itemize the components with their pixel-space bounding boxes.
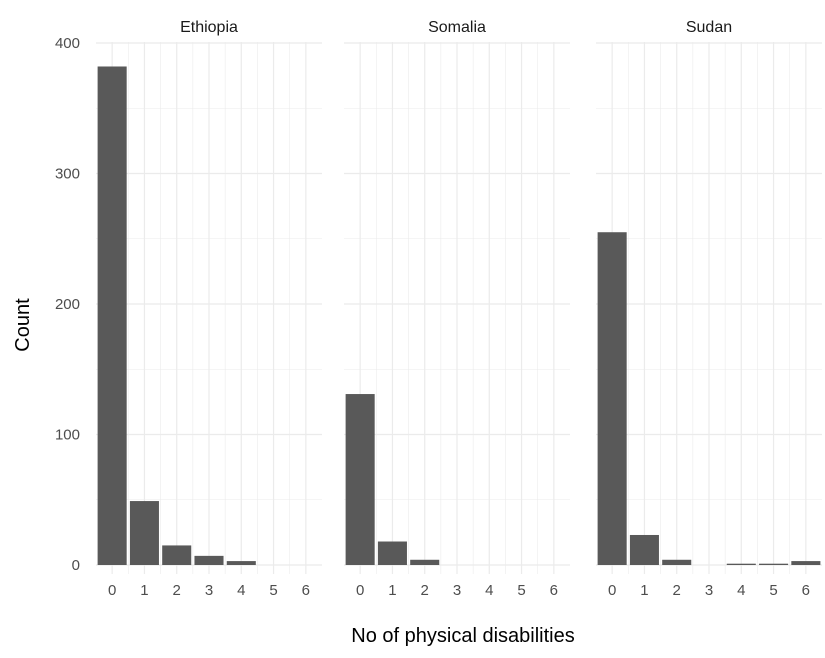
bar-sudan-1 <box>629 534 659 565</box>
bar-ethiopia-0 <box>97 66 127 566</box>
x-tick-label: 1 <box>388 582 396 599</box>
y-tick-label: 400 <box>55 35 80 52</box>
facet-panel-ethiopia: 0 1 2 3 4 5 6 Ethiopia <box>96 19 322 599</box>
bar-ethiopia-4 <box>226 561 256 565</box>
bar-sudan-4 <box>726 563 756 565</box>
x-tick-label: 3 <box>705 582 713 599</box>
x-tick-label: 2 <box>421 582 429 599</box>
y-tick-label: 100 <box>55 427 80 444</box>
bar-somalia-1 <box>377 541 407 565</box>
facet-panels: 0 1 2 3 4 5 6 Ethiopia 0 1 2 3 4 5 6 Somalia 0 1 2 3 4 5 6 Suda… <box>96 19 822 599</box>
bar-sudan-6 <box>791 561 821 565</box>
x-tick-label: 6 <box>802 582 810 599</box>
x-tick-label: 1 <box>640 582 648 599</box>
x-tick-label: 6 <box>302 582 310 599</box>
x-axis-title: No of physical disabilities <box>351 625 574 647</box>
x-tick-label: 2 <box>673 582 681 599</box>
facet-title: Ethiopia <box>180 19 238 36</box>
y-tick-label: 200 <box>55 296 80 313</box>
x-tick-label: 3 <box>453 582 461 599</box>
facet-panel-sudan: 0 1 2 3 4 5 6 Sudan <box>596 19 822 599</box>
x-tick-label: 3 <box>205 582 213 599</box>
x-tick-label: 6 <box>550 582 558 599</box>
x-tick-label: 0 <box>356 582 364 599</box>
bar-sudan-5 <box>759 563 789 565</box>
x-tick-label: 2 <box>173 582 181 599</box>
x-tick-label: 5 <box>769 582 777 599</box>
x-tick-label: 4 <box>737 582 745 599</box>
x-tick-label: 1 <box>140 582 148 599</box>
bar-somalia-0 <box>345 394 375 565</box>
facet-panel-somalia: 0 1 2 3 4 5 6 Somalia <box>344 19 570 599</box>
bar-ethiopia-2 <box>162 545 192 565</box>
y-axis-title: Count <box>12 298 34 352</box>
facet-title: Somalia <box>428 19 486 36</box>
y-axis: 0 100 200 300 400 <box>55 35 80 574</box>
x-tick-label: 5 <box>269 582 277 599</box>
x-tick-label: 0 <box>608 582 616 599</box>
bar-ethiopia-1 <box>129 501 159 565</box>
y-tick-label: 300 <box>55 166 80 183</box>
bar-somalia-2 <box>410 559 440 565</box>
x-tick-label: 4 <box>237 582 245 599</box>
y-tick-label: 0 <box>72 557 80 574</box>
facet-title: Sudan <box>686 19 732 36</box>
x-tick-label: 4 <box>485 582 493 599</box>
x-tick-label: 5 <box>517 582 525 599</box>
x-tick-label: 0 <box>108 582 116 599</box>
bar-ethiopia-3 <box>194 555 224 565</box>
bar-sudan-2 <box>662 559 692 565</box>
bar-sudan-0 <box>597 232 627 565</box>
